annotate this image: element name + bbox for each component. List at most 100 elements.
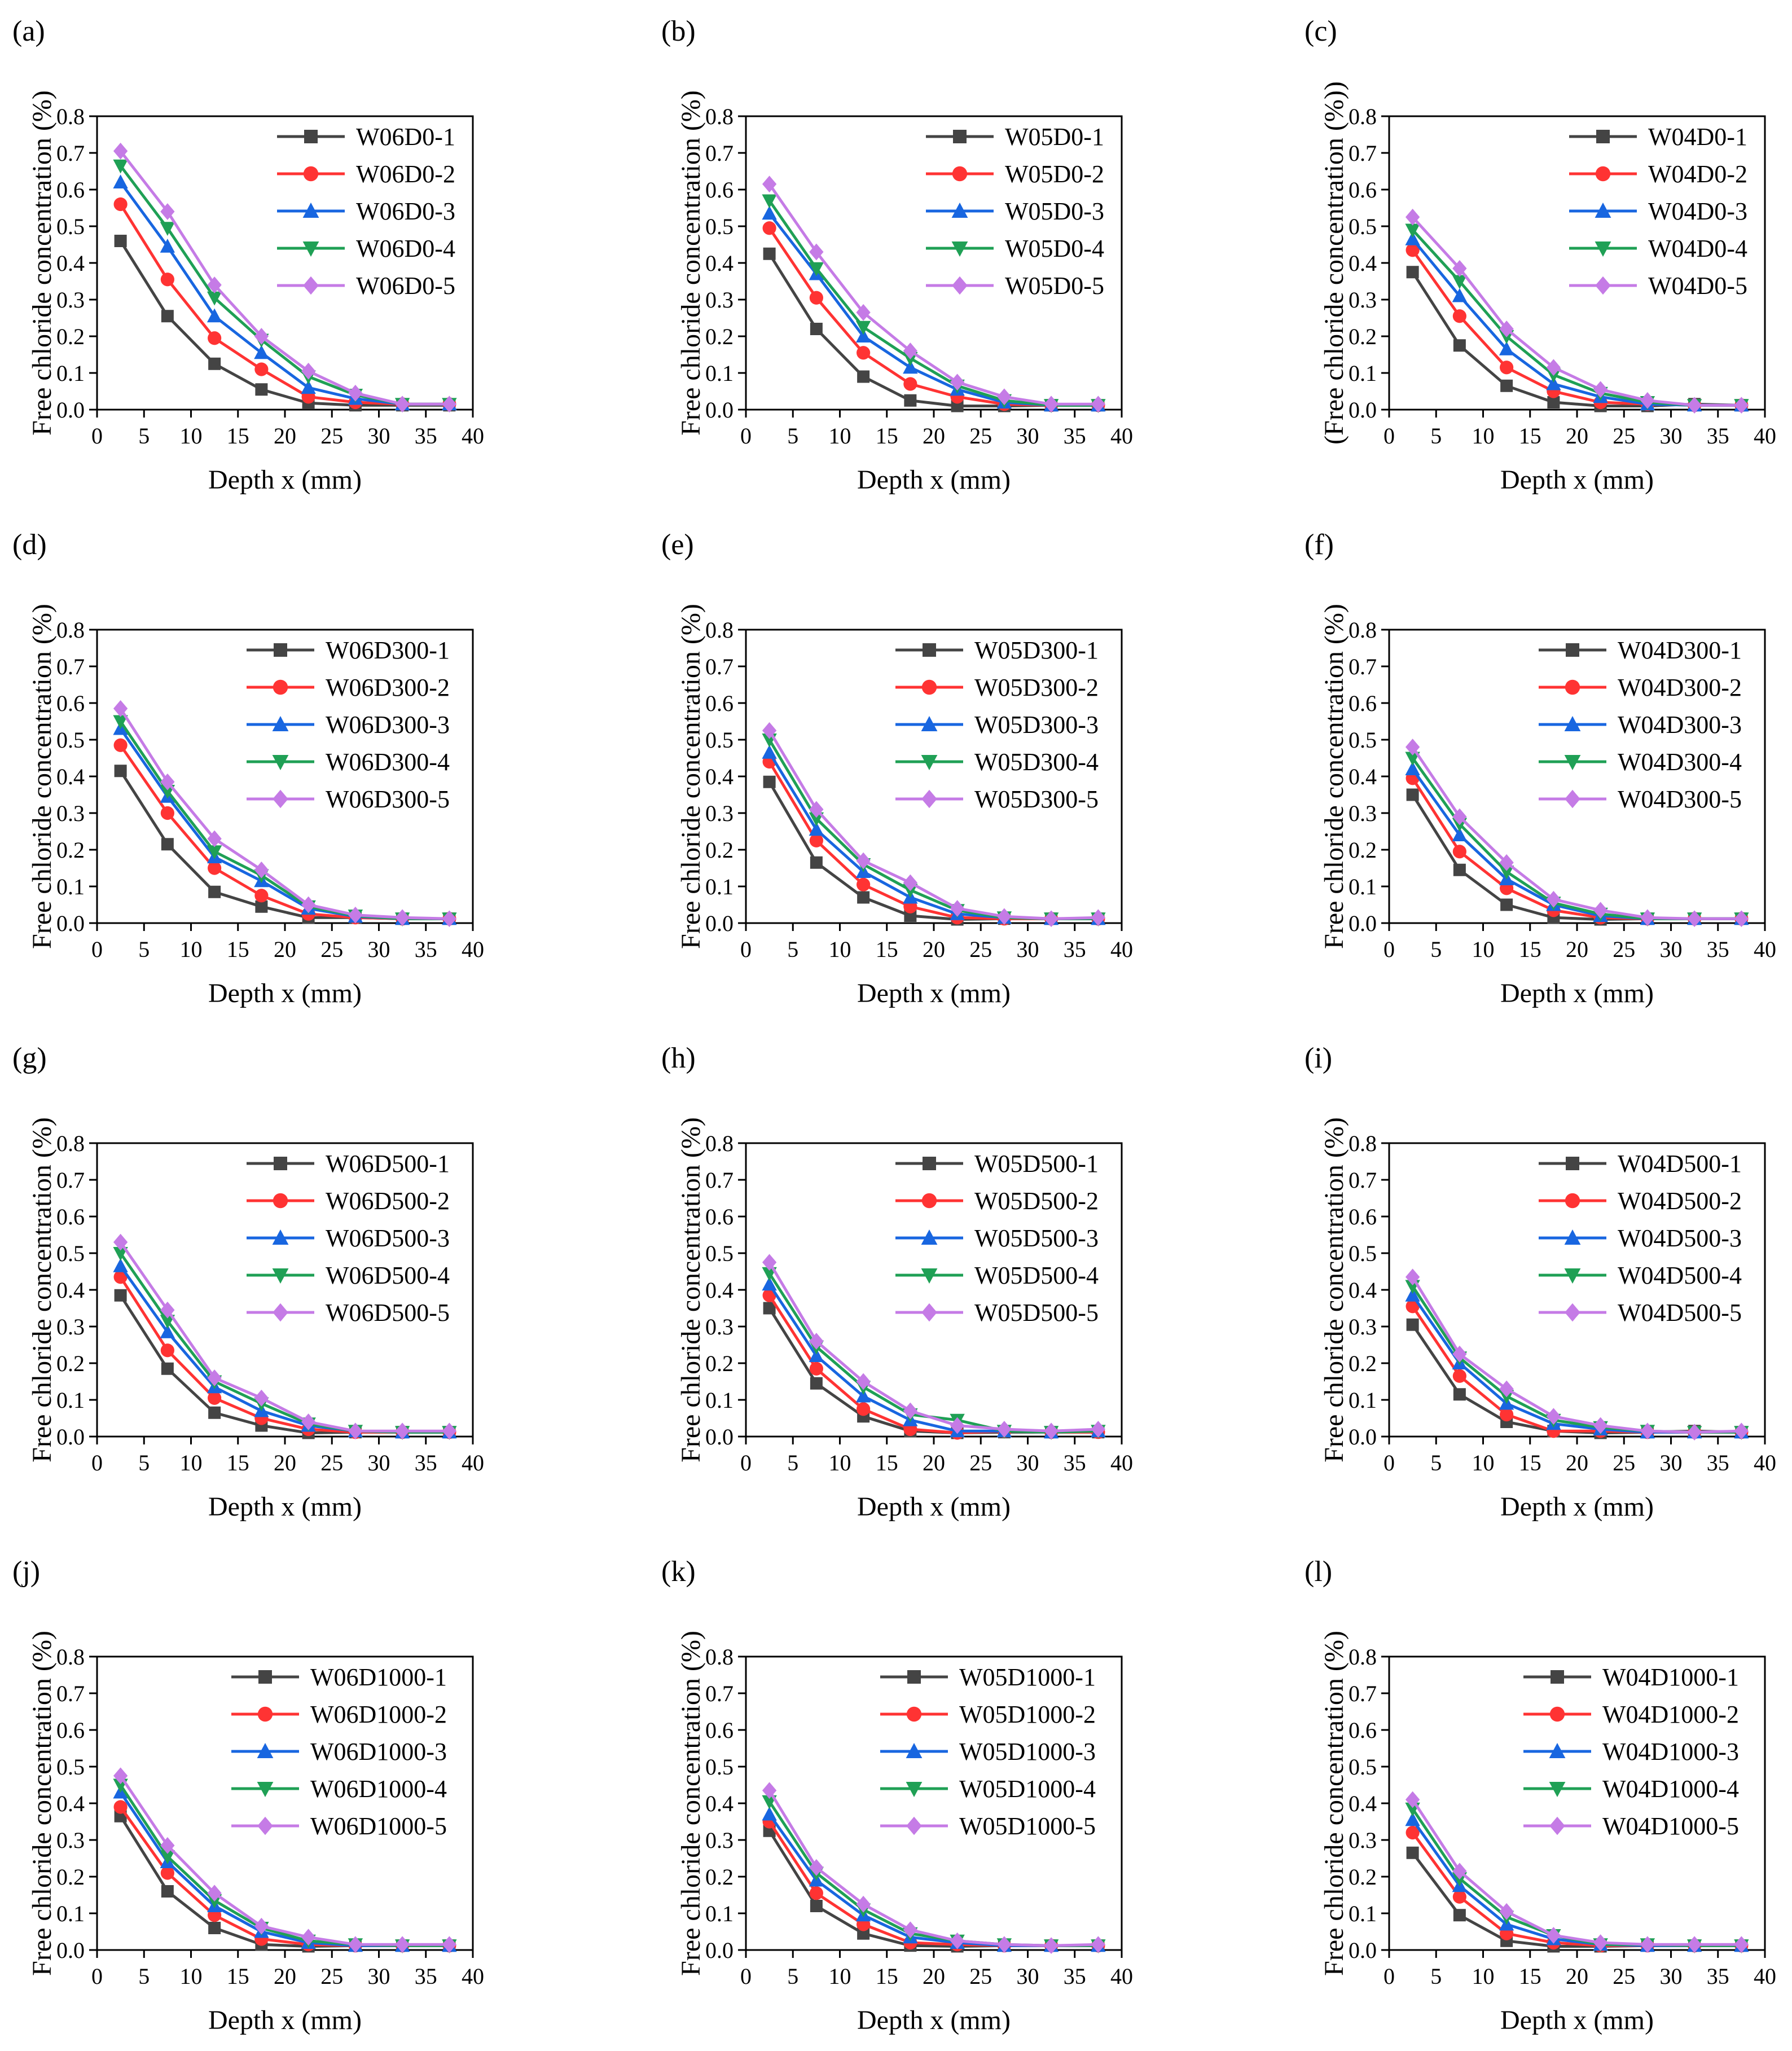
y-tick-label: 0.6 bbox=[705, 1718, 734, 1743]
x-tick-label: 15 bbox=[1519, 423, 1541, 449]
y-tick-label: 0.3 bbox=[56, 287, 85, 313]
data-point bbox=[1687, 397, 1702, 414]
x-tick-label: 20 bbox=[1566, 423, 1588, 449]
data-point bbox=[208, 357, 221, 370]
x-tick-label: 20 bbox=[1566, 1964, 1588, 1989]
y-tick-label: 0.5 bbox=[705, 214, 734, 239]
data-point bbox=[1406, 243, 1420, 257]
x-tick-label: 35 bbox=[1707, 937, 1729, 962]
x-tick-label: 10 bbox=[180, 423, 203, 449]
y-tick-label: 0.2 bbox=[705, 837, 734, 863]
legend-label: W06D1000-2 bbox=[310, 1701, 447, 1728]
data-point bbox=[1687, 1936, 1702, 1953]
data-point bbox=[1593, 381, 1608, 398]
legend-label: W05D1000-3 bbox=[959, 1738, 1096, 1765]
y-tick-label: 0.1 bbox=[705, 874, 734, 899]
x-tick-label: 35 bbox=[415, 423, 437, 449]
data-point bbox=[903, 1921, 918, 1939]
legend-label: W04D300-1 bbox=[1618, 636, 1742, 664]
y-tick-label: 0.7 bbox=[1349, 140, 1377, 166]
x-tick-label: 20 bbox=[923, 1964, 945, 1989]
y-tick-label: 0.0 bbox=[705, 1938, 734, 1963]
data-point bbox=[1406, 1825, 1420, 1840]
x-tick-label: 0 bbox=[91, 423, 103, 449]
legend-label: W04D1000-4 bbox=[1602, 1775, 1739, 1803]
x-tick-label: 25 bbox=[969, 1450, 992, 1475]
data-point bbox=[809, 833, 823, 847]
y-tick-label: 0.0 bbox=[56, 1424, 85, 1450]
series-line bbox=[768, 730, 1099, 920]
y-axis-label: Free chloride concentration (%) bbox=[27, 1631, 57, 1976]
data-point bbox=[950, 1932, 965, 1949]
x-axis-label: Depth x (mm) bbox=[208, 2005, 362, 2035]
y-tick-label: 0.1 bbox=[1349, 1387, 1377, 1413]
data-point bbox=[1593, 902, 1608, 919]
panel-label: (e) bbox=[661, 529, 694, 561]
series-line bbox=[119, 1775, 450, 1946]
y-tick-label: 0.2 bbox=[705, 1351, 734, 1376]
x-tick-label: 15 bbox=[227, 937, 249, 962]
data-point bbox=[856, 1895, 871, 1913]
data-point bbox=[857, 346, 871, 360]
data-point bbox=[855, 328, 871, 342]
data-point bbox=[1546, 1408, 1561, 1425]
y-tick-label: 0.0 bbox=[705, 397, 734, 423]
legend-label: W04D0-2 bbox=[1648, 160, 1747, 188]
data-point bbox=[1091, 909, 1106, 926]
data-point bbox=[208, 1391, 222, 1405]
data-point bbox=[442, 1936, 457, 1953]
x-tick-label: 10 bbox=[829, 1450, 851, 1475]
legend-label: W05D500-1 bbox=[974, 1150, 1099, 1178]
data-point bbox=[160, 1315, 175, 1329]
data-point bbox=[809, 262, 824, 276]
legend-marker bbox=[1565, 679, 1580, 695]
x-tick-label: 40 bbox=[1754, 1964, 1776, 1989]
data-point bbox=[809, 1859, 824, 1876]
legend-marker bbox=[1549, 1743, 1566, 1758]
legend-label: W04D1000-5 bbox=[1602, 1812, 1739, 1840]
data-point bbox=[207, 830, 222, 847]
data-point bbox=[1546, 376, 1561, 390]
y-tick-label: 0.8 bbox=[705, 1131, 734, 1156]
legend-marker bbox=[921, 1268, 938, 1284]
data-point bbox=[301, 1929, 316, 1946]
y-tick-label: 0.0 bbox=[1349, 1938, 1377, 1963]
x-tick-label: 0 bbox=[740, 937, 752, 962]
legend-label: W05D0-3 bbox=[1005, 197, 1104, 225]
x-tick-label: 0 bbox=[1383, 1964, 1395, 1989]
data-point bbox=[1500, 379, 1513, 392]
legend-label: W06D500-5 bbox=[326, 1299, 450, 1327]
y-tick-label: 0.6 bbox=[705, 691, 734, 716]
data-point bbox=[1453, 1388, 1466, 1401]
x-tick-label: 5 bbox=[138, 937, 150, 962]
legend-marker bbox=[272, 755, 289, 770]
data-point bbox=[161, 1362, 174, 1375]
legend-marker bbox=[921, 755, 938, 770]
y-tick-label: 0.7 bbox=[1349, 1167, 1377, 1193]
y-tick-label: 0.0 bbox=[56, 911, 85, 936]
y-tick-label: 0.2 bbox=[56, 837, 85, 863]
data-point bbox=[1452, 845, 1466, 859]
x-tick-label: 35 bbox=[415, 937, 437, 962]
data-point bbox=[208, 885, 221, 898]
y-tick-label: 0.1 bbox=[705, 361, 734, 386]
data-point bbox=[1546, 1927, 1561, 1944]
data-point bbox=[904, 394, 917, 407]
chart-panel: (b) 0 5 10 15 20 25 30 35 40 0.0 0.1 0.2 0.3 0.4 0.5 0.6… bbox=[661, 15, 1133, 495]
y-axis-label: Free chloride concentration (%) bbox=[27, 604, 57, 949]
data-point bbox=[208, 861, 222, 875]
data-point bbox=[1406, 788, 1419, 801]
y-tick-label: 0.8 bbox=[1349, 1131, 1377, 1156]
y-tick-label: 0.2 bbox=[1349, 324, 1377, 349]
x-axis-label: Depth x (mm) bbox=[1500, 978, 1654, 1008]
legend-label: W06D300-5 bbox=[326, 785, 450, 813]
legend-label: W06D300-3 bbox=[326, 711, 450, 739]
data-point bbox=[856, 852, 871, 869]
data-point bbox=[1091, 396, 1106, 413]
x-tick-label: 20 bbox=[1566, 937, 1588, 962]
x-tick-label: 25 bbox=[969, 423, 992, 449]
y-tick-label: 0.1 bbox=[1349, 361, 1377, 386]
legend-marker bbox=[1596, 130, 1610, 143]
y-tick-label: 0.1 bbox=[705, 1901, 734, 1926]
data-point bbox=[857, 877, 871, 891]
